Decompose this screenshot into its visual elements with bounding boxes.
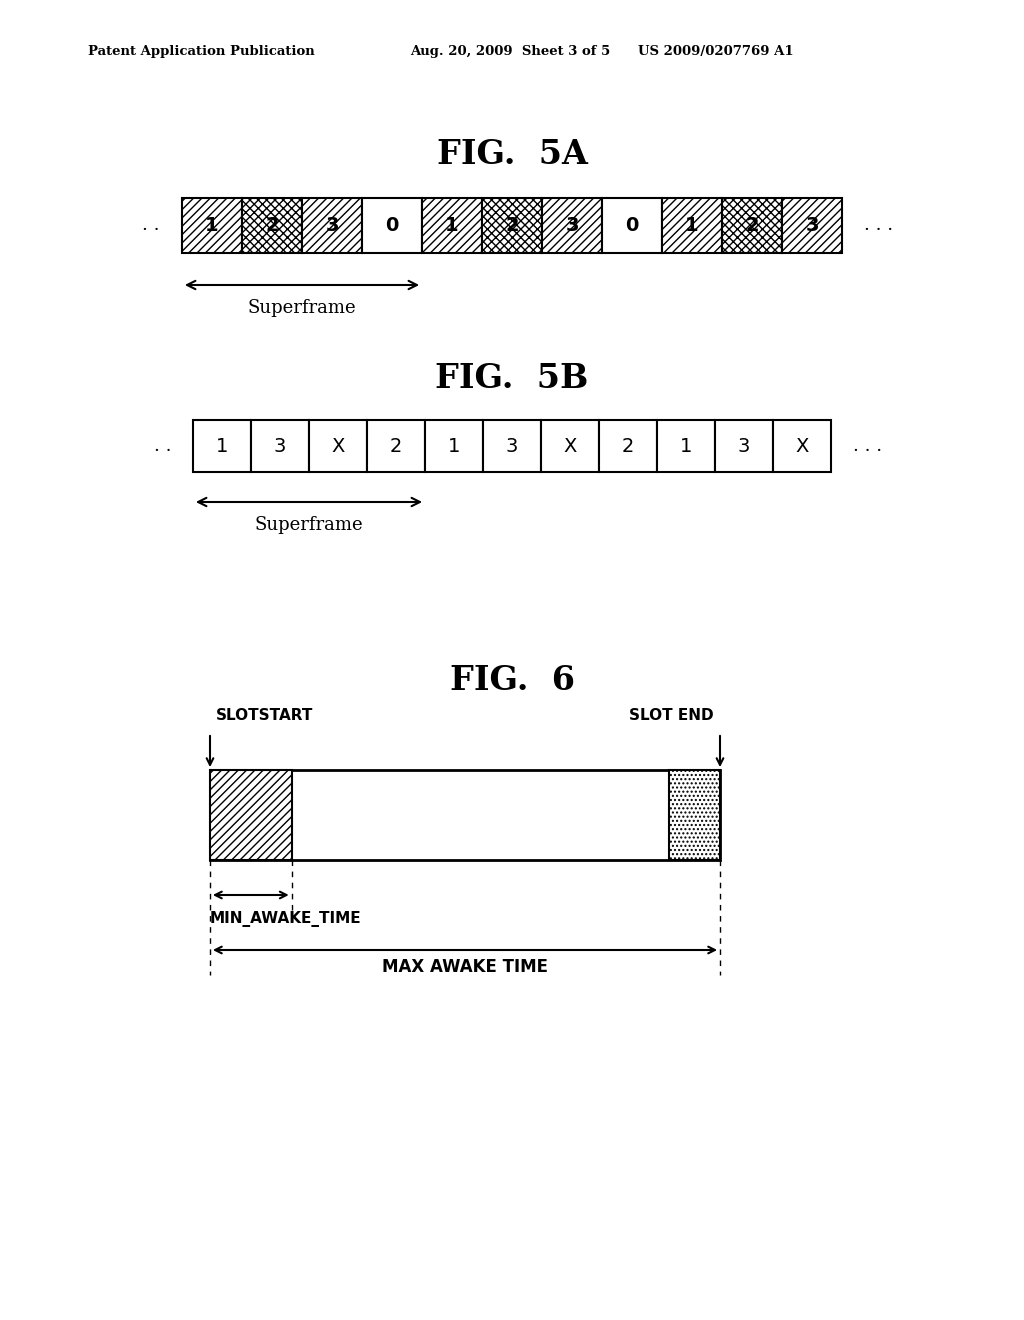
Text: FIG.  6: FIG. 6 — [450, 664, 574, 697]
Bar — [773, 420, 831, 473]
Bar — [182, 198, 242, 253]
Text: MIN_AWAKE_TIME: MIN_AWAKE_TIME — [210, 911, 361, 927]
Bar — [662, 198, 722, 253]
Text: 1: 1 — [205, 216, 219, 235]
Text: 2: 2 — [745, 216, 759, 235]
Bar — [210, 770, 720, 861]
Bar — [242, 198, 302, 253]
Bar — [669, 770, 720, 861]
Text: Superframe: Superframe — [248, 300, 356, 317]
Text: 0: 0 — [385, 216, 398, 235]
Bar — [482, 198, 542, 253]
Text: 3: 3 — [738, 437, 751, 455]
Bar — [782, 198, 842, 253]
Text: 1: 1 — [685, 216, 698, 235]
Text: MAX AWAKE TIME: MAX AWAKE TIME — [382, 958, 548, 975]
Text: 1: 1 — [216, 437, 228, 455]
Text: 3: 3 — [805, 216, 819, 235]
Bar — [242, 198, 302, 253]
Text: 2: 2 — [265, 216, 279, 235]
Bar — [483, 420, 541, 473]
Bar — [602, 198, 662, 253]
Bar — [657, 420, 715, 473]
Text: 3: 3 — [326, 216, 339, 235]
Text: 1: 1 — [447, 437, 460, 455]
Bar — [782, 198, 842, 253]
Text: X: X — [332, 437, 345, 455]
Bar — [425, 420, 483, 473]
Text: SLOTSTART: SLOTSTART — [216, 708, 313, 723]
Bar — [302, 198, 362, 253]
Text: . .: . . — [142, 216, 160, 235]
Bar — [367, 420, 425, 473]
Text: 2: 2 — [390, 437, 402, 455]
Text: SLOT END: SLOT END — [630, 708, 714, 723]
Text: US 2009/0207769 A1: US 2009/0207769 A1 — [638, 45, 794, 58]
Bar — [541, 420, 599, 473]
Text: 1: 1 — [445, 216, 459, 235]
Text: . . .: . . . — [864, 216, 893, 235]
Bar — [662, 198, 722, 253]
Text: 3: 3 — [506, 437, 518, 455]
Text: 1: 1 — [680, 437, 692, 455]
Text: Aug. 20, 2009  Sheet 3 of 5: Aug. 20, 2009 Sheet 3 of 5 — [410, 45, 610, 58]
Bar — [309, 420, 367, 473]
Bar — [722, 198, 782, 253]
Bar — [715, 420, 773, 473]
Text: X: X — [563, 437, 577, 455]
Text: FIG.  5A: FIG. 5A — [436, 139, 588, 172]
Bar — [193, 420, 251, 473]
Bar — [251, 420, 309, 473]
Bar — [599, 420, 657, 473]
Bar — [182, 198, 242, 253]
Text: . .: . . — [154, 437, 171, 455]
Bar — [422, 198, 482, 253]
Text: Patent Application Publication: Patent Application Publication — [88, 45, 314, 58]
Text: 3: 3 — [565, 216, 579, 235]
Text: 2: 2 — [505, 216, 519, 235]
Text: 2: 2 — [622, 437, 634, 455]
Text: X: X — [796, 437, 809, 455]
Text: 3: 3 — [273, 437, 286, 455]
Bar — [362, 198, 422, 253]
Text: Superframe: Superframe — [255, 516, 364, 535]
Bar — [302, 198, 362, 253]
Bar — [542, 198, 602, 253]
Text: 0: 0 — [626, 216, 639, 235]
Bar — [482, 198, 542, 253]
Bar — [542, 198, 602, 253]
Text: FIG.  5B: FIG. 5B — [435, 362, 589, 395]
Bar — [422, 198, 482, 253]
Bar — [210, 770, 292, 861]
Bar — [722, 198, 782, 253]
Text: . . .: . . . — [853, 437, 882, 455]
